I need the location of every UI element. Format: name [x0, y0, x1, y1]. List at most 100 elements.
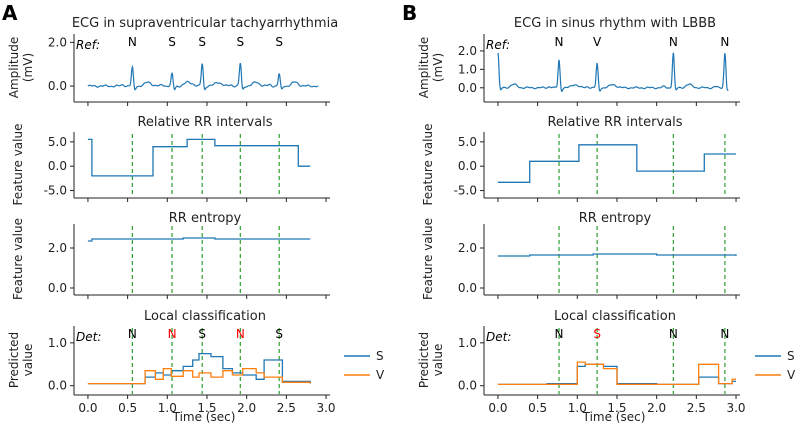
ecg-trace	[497, 52, 729, 93]
panel-entropy-b: RR entropy 0.0 2.0 Feature value	[421, 211, 740, 300]
x-tick-label: 2.0	[237, 401, 256, 415]
det-beat-label: S	[198, 327, 206, 341]
x-tick-label: 0.5	[528, 401, 547, 415]
entropy-title: RR entropy	[579, 211, 652, 226]
rr-title: Relative RR intervals	[137, 115, 272, 130]
det-label: Det:	[486, 330, 511, 344]
local-title: Local classification	[144, 309, 266, 324]
det-beat-label: S	[275, 327, 283, 341]
y-tick-label: 2.0	[458, 241, 477, 255]
panel-rr-b: Relative RR intervals -5.0 0.0 5.0 Feature v…	[421, 115, 740, 205]
ecg-title: ECG in sinus rhythm with LBBB	[514, 16, 716, 31]
rr-title: Relative RR intervals	[547, 115, 682, 130]
rr-trace	[497, 144, 736, 183]
legend-s-label-b: S	[787, 349, 795, 363]
det-beat-label: N	[236, 327, 245, 341]
ecg-trace	[87, 62, 319, 91]
x-tick-label: 2.5	[277, 401, 296, 415]
legend-s-label-a: S	[376, 349, 384, 363]
series-s-line	[87, 352, 311, 385]
y-tick-label: -5.0	[44, 184, 67, 198]
legend-v-label-b: V	[787, 368, 796, 382]
rr-trace	[87, 138, 311, 177]
legend-b: S V	[755, 349, 796, 382]
ref-beat-label: S	[198, 35, 206, 49]
legend-v-label-a: V	[376, 368, 385, 382]
panel-ecg-a: ECG in supraventricular tachyarrhythmia 0…	[7, 16, 338, 106]
panel-letter-a: A	[2, 1, 18, 25]
ref-beat-label: S	[275, 35, 283, 49]
y-tick-label: 1.0	[48, 336, 67, 350]
local-title: Local classification	[554, 309, 676, 324]
y-axis-label: Predicted	[417, 332, 431, 388]
y-tick-label: 5.0	[48, 135, 67, 149]
panel-local-a: Local classification 0.0 0.5 1.0 1.5 2.0 2.5 3.…	[7, 309, 336, 415]
x-tick-label: 1.5	[607, 401, 626, 415]
x-tick-label: 1.0	[568, 401, 587, 415]
y-tick-label: 0.0	[48, 79, 67, 93]
x-tick-label: 3.0	[726, 401, 745, 415]
y-axis-label-line2: value	[431, 344, 445, 377]
y-tick-label: 1.0	[458, 336, 477, 350]
ecg-title: ECG in supraventricular tachyarrhythmia	[72, 16, 338, 31]
y-axis-label-line2: (mV)	[21, 53, 35, 82]
series-v-line	[497, 361, 736, 386]
x-tick-label: 1.5	[197, 401, 216, 415]
ref-beat-label: S	[168, 35, 176, 49]
y-axis-label: Feature value	[421, 218, 435, 300]
series-v-line	[87, 367, 311, 385]
x-tick-label: 2.0	[647, 401, 666, 415]
ref-beat-label: S	[237, 35, 245, 49]
panel-ecg-b: ECG in sinus rhythm with LBBB 0.0 1.0 2.0 Am…	[417, 16, 740, 106]
det-beat-label: N	[555, 327, 564, 341]
y-tick-label: 1.0	[458, 62, 477, 76]
ref-label: Ref:	[76, 38, 100, 52]
y-tick-label: 0.0	[458, 159, 477, 173]
x-axis-label-b: Time (sec)	[582, 410, 646, 424]
y-tick-label: 2.0	[48, 35, 67, 49]
det-beat-label: N	[669, 327, 678, 341]
x-tick-label: 2.5	[687, 401, 706, 415]
entropy-trace	[497, 253, 737, 257]
y-tick-label: 0.0	[458, 379, 477, 393]
det-beat-label: N	[720, 327, 729, 341]
y-axis-label: Feature value	[11, 124, 25, 206]
panel-local-b: Local classification 0.0 0.5 1.0 1.5 2.0 2.5 3.…	[417, 309, 746, 415]
panel-rr-a: Relative RR intervals -5.0 0.0 5.0 Feature v…	[11, 115, 330, 205]
ref-beat-label: N	[669, 35, 678, 49]
y-axis-label: Predicted	[7, 332, 21, 388]
panel-letter-b: B	[402, 1, 417, 25]
y-tick-label: 2.0	[48, 241, 67, 255]
ref-beat-label: N	[555, 35, 564, 49]
y-tick-label: 0.0	[458, 81, 477, 95]
x-tick-label: 1.0	[158, 401, 177, 415]
y-axis-label: Feature value	[11, 218, 25, 300]
column-a: ECG in supraventricular tachyarrhythmia 0…	[7, 16, 338, 415]
y-tick-label: -5.0	[454, 184, 477, 198]
det-label: Det:	[76, 330, 101, 344]
legend-a: S V	[344, 349, 385, 382]
entropy-title: RR entropy	[169, 211, 242, 226]
y-axis-label: Feature value	[421, 124, 435, 206]
y-tick-label: 0.0	[48, 159, 67, 173]
y-tick-label: 0.0	[48, 379, 67, 393]
column-b: ECG in sinus rhythm with LBBB 0.0 1.0 2.0 Am…	[417, 16, 746, 415]
y-tick-label: 5.0	[458, 135, 477, 149]
y-axis-label: Amplitude	[417, 37, 431, 99]
det-beat-label: N	[128, 327, 137, 341]
x-tick-label: 0.5	[118, 401, 137, 415]
ref-beat-label: N	[128, 35, 137, 49]
ref-label: Ref:	[486, 38, 510, 52]
det-beat-label: S	[593, 327, 601, 341]
y-tick-label: 2.0	[458, 44, 477, 58]
x-tick-label: 3.0	[316, 401, 335, 415]
y-axis-label-line2: value	[21, 344, 35, 377]
ref-beat-label: N	[720, 35, 729, 49]
det-beat-label: N	[168, 327, 177, 341]
ref-beat-label: V	[593, 35, 602, 49]
y-tick-label: 0.0	[458, 281, 477, 295]
y-axis-label: Amplitude	[7, 37, 21, 99]
panel-entropy-a: RR entropy 0.0 2.0 Feature value	[11, 211, 330, 300]
y-tick-label: 0.0	[48, 281, 67, 295]
